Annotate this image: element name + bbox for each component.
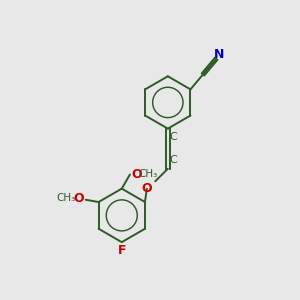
Text: O: O <box>142 182 152 195</box>
Text: CH₃: CH₃ <box>57 193 76 203</box>
Text: O: O <box>131 168 142 181</box>
Text: N: N <box>214 48 225 61</box>
Text: C: C <box>169 155 177 165</box>
Text: O: O <box>73 192 84 205</box>
Text: F: F <box>118 244 126 257</box>
Text: C: C <box>169 132 177 142</box>
Text: CH₃: CH₃ <box>139 169 158 179</box>
